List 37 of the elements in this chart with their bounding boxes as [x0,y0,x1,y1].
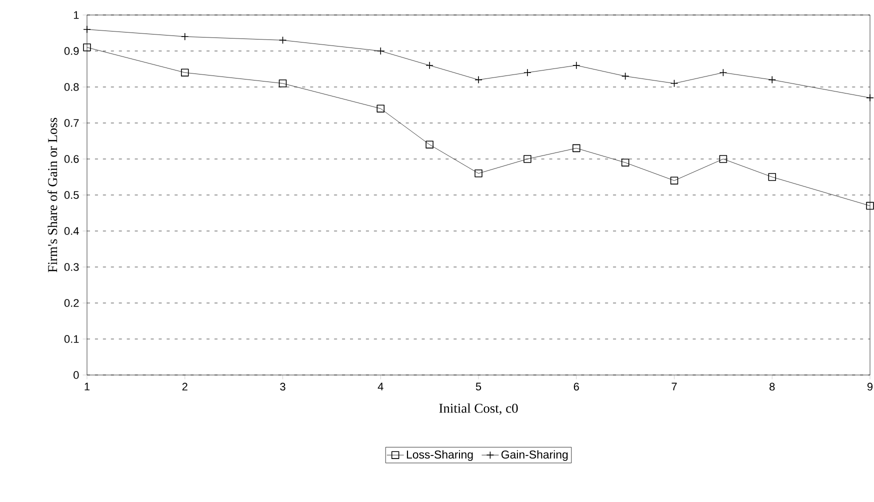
point [768,173,776,181]
y-tick-label: 0.3 [64,263,79,271]
point [278,80,287,88]
x-tick-label: 4 [378,382,384,390]
y-tick-label: 1 [74,11,79,19]
x-tick-label: 5 [476,382,482,390]
point [426,140,434,148]
point [180,68,189,76]
y-tick-label: 0.1 [64,335,79,343]
x-tick-label: 3 [280,382,286,391]
y-tick-label: 0.5 [64,191,79,199]
x-tick-label: 6 [574,382,579,391]
x-tick-label: 1 [84,382,90,390]
y-tick-label: 0.9 [64,47,79,55]
point [524,155,532,163]
x-tick-label: 8 [770,382,775,391]
y-tick-label: 0.7 [64,119,79,127]
point [670,176,678,184]
y-tick-label: 0.2 [64,299,79,307]
y-axis-title: Firm's Share of Gain or Loss [48,118,58,272]
legend-label: Gain-Sharing [501,450,568,461]
y-tick-label: 0 [74,371,79,379]
y-tick-label: 0.6 [64,155,79,163]
point [572,144,580,152]
legend-label: Loss-Sharing [406,450,473,461]
x-tick-label: 7 [672,382,677,390]
y-tick-label: 0.8 [64,83,79,91]
x-tick-label: 9 [867,382,873,391]
point [719,155,728,163]
y-tick-label: 0.4 [64,227,79,235]
point [376,104,385,112]
x-axis-title: Initial Cost, c0 [439,403,518,415]
point [83,44,91,52]
point [621,158,630,166]
point [866,202,874,210]
x-tick-label: 2 [182,382,188,390]
point [474,170,482,178]
